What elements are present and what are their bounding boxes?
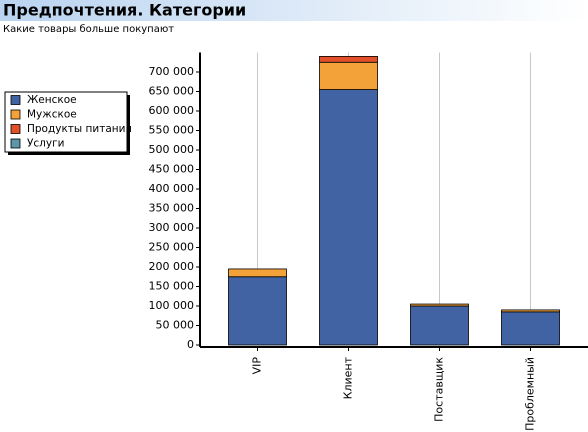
bar-segment (410, 303, 469, 307)
x-tick-label: Клиент (342, 356, 355, 399)
y-tick-label: 700 000 (149, 65, 195, 78)
y-tick-label: 100 000 (149, 299, 195, 312)
chart-title: Предпочтения. Категории (3, 1, 246, 20)
y-tick-label: 500 000 (149, 143, 195, 156)
y-tick-label: 400 000 (149, 182, 195, 195)
legend-label: Услуги (27, 138, 64, 150)
y-tick-label: 450 000 (149, 163, 195, 176)
bar-segment (228, 268, 287, 278)
legend-swatch (10, 95, 21, 105)
y-tick-label: 600 000 (149, 104, 195, 117)
y-tick-label: 650 000 (149, 85, 195, 98)
legend-swatch (10, 138, 21, 149)
legend-label: Женское (27, 94, 77, 106)
bar-segment (319, 61, 378, 90)
legend-swatch (10, 109, 21, 120)
y-tick-label: 150 000 (149, 280, 195, 293)
y-tick-label: 350 000 (149, 202, 195, 215)
legend-label: Продукты питания (27, 123, 132, 135)
bar-segment (501, 311, 560, 346)
bar-segment (228, 276, 287, 346)
y-tick-label: 250 000 (149, 241, 195, 254)
legend-label: Мужское (27, 109, 77, 121)
chart-subtitle: Какие товары больше покупают (3, 24, 174, 35)
y-tick-label: 0 (187, 338, 194, 351)
y-tick-label: 200 000 (149, 260, 195, 273)
x-tick-label: VIP (251, 357, 264, 375)
legend-swatch (10, 124, 21, 134)
bar-segment (319, 89, 378, 346)
x-tick-label: Проблемный (524, 357, 537, 431)
y-tick-label: 300 000 (149, 221, 195, 234)
bar-segment (319, 56, 378, 63)
bar-segment (410, 305, 469, 346)
x-tick-label: Поставщик (433, 357, 446, 422)
y-tick-label: 50 000 (156, 319, 195, 332)
bar-segment (501, 309, 560, 313)
legend-box (4, 91, 128, 153)
header-bar (0, 0, 588, 21)
y-tick-label: 550 000 (149, 124, 195, 137)
